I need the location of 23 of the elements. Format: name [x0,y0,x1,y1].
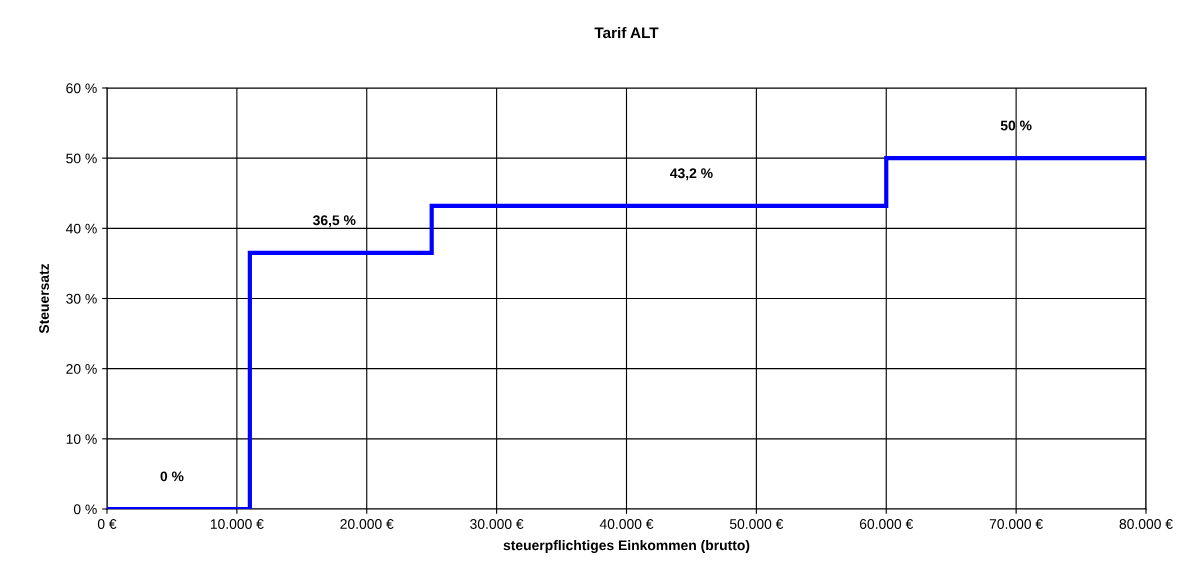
y-tick-label: 40 % [65,223,97,234]
x-tick-label: 70.000 € [989,519,1043,529]
x-tick-label: 30.000 € [470,519,524,529]
x-tick-label: 80.000 € [1119,519,1173,529]
annotation: 50 % [1000,120,1032,131]
y-axis-title: Steuersatz [39,263,49,334]
y-tick-label: 10 % [66,434,97,444]
x-tick-label: 20.000 € [340,519,394,529]
x-tick-label: 40.000 € [599,519,654,529]
y-tick-label: 50 % [66,153,97,164]
annotation: 0 % [160,471,184,482]
x-tick-label: 10.000 € [210,519,264,529]
x-axis-title: steuerpflichtiges Einkommen (brutto) [503,540,750,554]
annotation: 36,5 % [312,215,356,228]
y-tick-label: 20 % [66,364,97,374]
y-tick-label: 60 % [66,83,97,94]
x-tick-label: 50.000 € [729,519,784,529]
chart-title: Tarif ALT [594,26,659,39]
x-tick-label: 60.000 € [859,519,914,529]
y-tick-label: 30 % [66,293,97,304]
x-tick-label: 0 € [97,519,117,529]
y-tick-label: 0 % [73,504,97,515]
annotation: 43,2 % [670,168,713,181]
